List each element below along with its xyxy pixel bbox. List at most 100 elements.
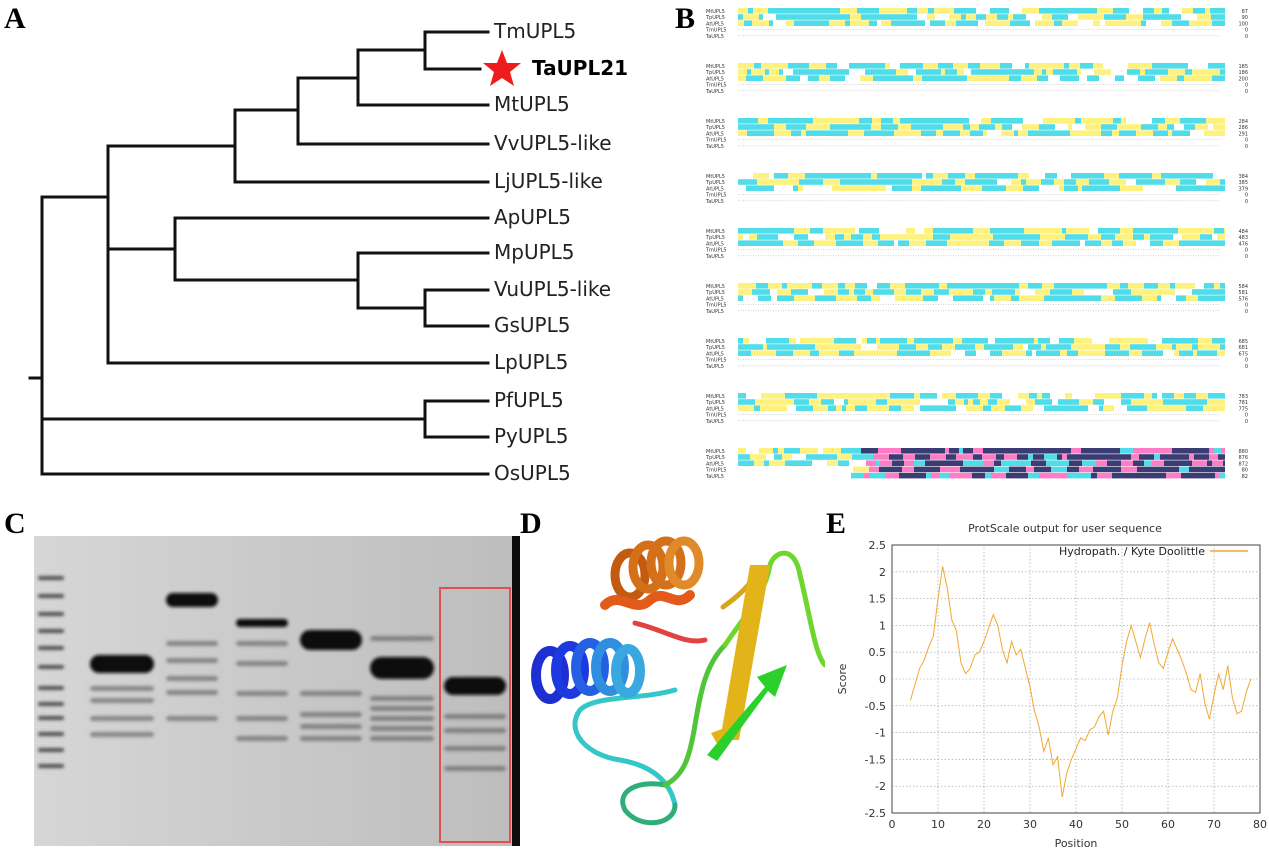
position-number: 483 (1238, 235, 1248, 241)
position-number: 0 (1245, 34, 1248, 40)
tree-leaf-label: VvUPL5-like (494, 131, 612, 155)
position-number: 880 (1238, 449, 1248, 455)
series-line (909, 566, 1252, 797)
sequence-name: TaUPL5 (705, 89, 724, 95)
sequence-name: AtUPL5 (706, 461, 724, 467)
sequence-name: AtUPL5 (706, 131, 724, 137)
phylogenetic-tree (28, 30, 521, 476)
gel-image (34, 536, 520, 846)
protein-loop (620, 781, 678, 826)
hydropathy-chart: ProtScale output for user sequence 2.5 2 1… (836, 522, 1267, 850)
tree-leaf-label: LpUPL5 (494, 350, 569, 374)
star-icon (483, 50, 521, 86)
position-number: 0 (1245, 89, 1248, 95)
sequence-name: TaUPL5 (705, 254, 724, 260)
x-tick-label: 0 (889, 818, 896, 831)
x-tick-label: 30 (1023, 818, 1037, 831)
sequence-name: MtUPL5 (706, 339, 725, 345)
tree-leaf-label: ApUPL5 (494, 205, 571, 229)
position-number: 0 (1245, 199, 1248, 205)
legend-label: Hydropath. / Kyte Doolittle (1059, 545, 1205, 558)
x-tick-label: 40 (1069, 818, 1083, 831)
sequence-name: MtUPL5 (706, 119, 725, 125)
position-number: 0 (1245, 419, 1248, 425)
position-number: 0 (1245, 138, 1248, 144)
position-number: 284 (1238, 119, 1248, 125)
chart-title: ProtScale output for user sequence (968, 522, 1162, 535)
sequence-name: TmUPL5 (705, 303, 727, 309)
protein-loop (632, 620, 708, 644)
position-number: 581 (1238, 290, 1248, 296)
sequence-name: TaUPL5 (705, 364, 724, 370)
sequence-name: TpUPL5 (705, 70, 725, 76)
position-number: 0 (1245, 248, 1248, 254)
position-number: 775 (1238, 406, 1248, 412)
position-number: 685 (1238, 339, 1248, 345)
gel-band (166, 593, 218, 607)
y-tick-label: -2 (875, 780, 886, 793)
position-number: 0 (1245, 303, 1248, 309)
tree-leaf-label: TmUPL5 (494, 19, 577, 43)
tree-leaf-label: MpUPL5 (494, 240, 575, 264)
position-number: 0 (1245, 364, 1248, 370)
gel-highlight-box (439, 587, 511, 843)
sequence-name: TmUPL5 (705, 83, 727, 89)
position-number: 872 (1238, 461, 1248, 467)
position-number: 291 (1238, 131, 1248, 137)
panel-label-a: A (4, 2, 26, 35)
sequence-name: TmUPL5 (705, 413, 727, 419)
alignment-block: MtUPL5 87 TpUPL5 90 AtUPL5 100 TmUPL5 0 TaUPL5 0 (705, 8, 1248, 40)
tree-leaf-label: PyUPL5 (494, 424, 569, 448)
gel-band (300, 630, 362, 650)
position-number: 584 (1238, 284, 1248, 290)
position-number: 87 (1242, 9, 1248, 15)
x-tick-label: 50 (1115, 818, 1129, 831)
gel-band (90, 655, 154, 673)
position-number: 286 (1238, 125, 1248, 131)
sequence-name: MtUPL5 (706, 174, 725, 180)
position-number: 186 (1238, 70, 1248, 76)
tree-leaf-label: LjUPL5-like (494, 169, 603, 193)
position-number: 783 (1238, 394, 1248, 400)
sequence-name: TmUPL5 (705, 248, 727, 254)
sequence-name: TaUPL5 (705, 34, 724, 40)
tree-leaf-label: GsUPL5 (494, 313, 571, 337)
sequence-name: MtUPL5 (706, 229, 725, 235)
sequence-name: TmUPL5 (705, 28, 727, 34)
sequence-name: AtUPL5 (706, 241, 724, 247)
sequence-name: AtUPL5 (706, 406, 724, 412)
tree-leaf-label: PfUPL5 (494, 388, 564, 412)
panel-label-c: C (4, 507, 26, 540)
position-number: 876 (1238, 455, 1248, 461)
sequence-name: AtUPL5 (706, 351, 724, 357)
tree-leaf-label: TaUPL21 (532, 56, 629, 80)
beta-strand-yellow (711, 565, 770, 751)
y-tick-label: 2.5 (869, 539, 887, 552)
position-number: 0 (1245, 309, 1248, 315)
beta-strand-green (707, 665, 787, 761)
position-number: 576 (1238, 296, 1248, 302)
position-number: 100 (1238, 21, 1248, 27)
position-number: 0 (1245, 193, 1248, 199)
position-number: 384 (1238, 174, 1248, 180)
helix-orange (610, 536, 704, 602)
protein-loop (572, 687, 678, 808)
position-number: 90 (1242, 15, 1248, 21)
helix-blue (531, 638, 645, 704)
sequence-name: TpUPL5 (705, 400, 725, 406)
sequence-name: TpUPL5 (705, 345, 725, 351)
panel-label-b: B (675, 2, 696, 35)
tree-leaf-label: OsUPL5 (494, 461, 571, 485)
sequence-name: TaUPL5 (705, 419, 724, 425)
alignment-block: MtUPL5 185 TpUPL5 186 AtUPL5 200 TmUPL5 0 TaUPL5… (705, 63, 1248, 95)
sequence-name: TpUPL5 (705, 455, 725, 461)
y-tick-label: -2.5 (865, 807, 886, 820)
sequence-name: TpUPL5 (705, 290, 725, 296)
sequence-name: TaUPL5 (705, 474, 724, 480)
alignment-block: MtUPL5 584 TpUPL5 581 AtUPL5 576 TmUPL5 0 TaUPL5… (705, 283, 1248, 315)
sequence-name: TpUPL5 (705, 180, 725, 186)
gel-band (444, 677, 506, 695)
y-tick-label: 1 (879, 619, 886, 632)
y-tick-label: 1.5 (869, 593, 887, 606)
alignment-block: MtUPL5 284 TpUPL5 286 AtUPL5 291 TmUPL5 0 TaUPL5… (705, 118, 1248, 150)
